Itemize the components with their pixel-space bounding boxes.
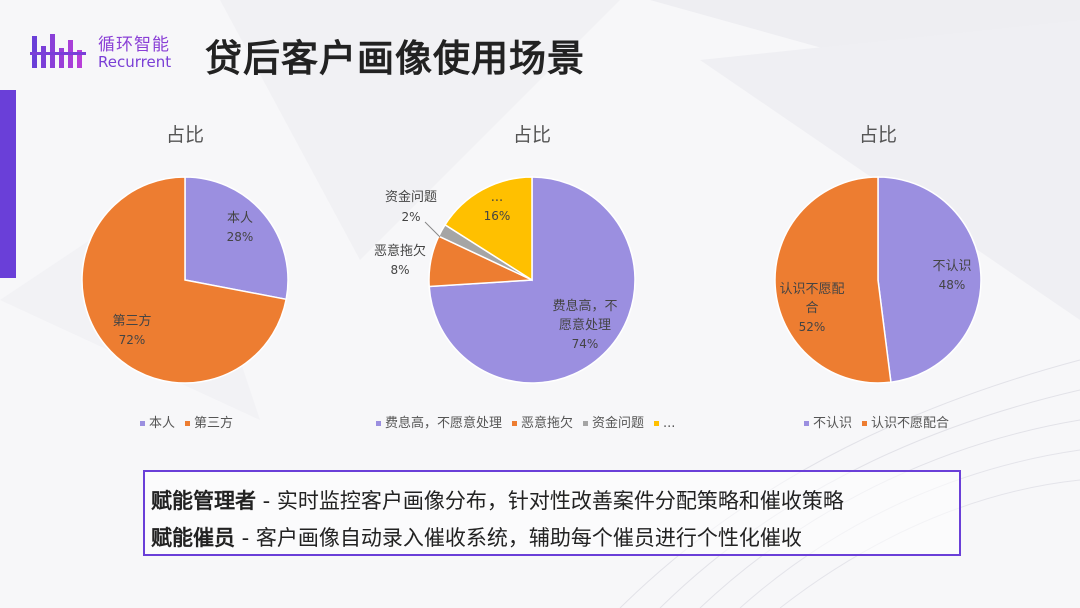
legend-label: 恶意拖欠: [521, 416, 574, 431]
legend-label: 本人: [149, 416, 176, 431]
legend-label: 第三方: [194, 416, 234, 431]
legend-swatch: [804, 421, 809, 426]
info-line-collector-text: - 客户画像自动录入催收系统，辅助每个催员进行个性化催收: [235, 526, 802, 550]
legend-item-2-1: 费息高，不愿意处理: [376, 412, 502, 431]
chart-1-title: 占比: [165, 124, 204, 146]
legend-swatch: [376, 421, 381, 426]
legend-label: 认识不愿配合: [871, 416, 950, 431]
recurrent-logo-icon: [30, 34, 86, 68]
info-line-collector-title: 赋能催员: [151, 526, 235, 550]
legend-item-1-2: 第三方: [185, 412, 233, 431]
legend-swatch: [654, 421, 660, 426]
legend-item-2-3: 资金问题: [583, 412, 644, 431]
legend-item-3-2: 认识不愿配合: [862, 412, 949, 431]
chart-2-title: 占比: [512, 124, 551, 146]
left-accent-bar: [0, 90, 16, 278]
logo-text-cn: 循环智能: [98, 35, 170, 55]
info-line-collector: 赋能催员 - 客户画像自动录入催收系统，辅助每个催员进行个性化催收: [151, 522, 802, 552]
legend-item-1-1: 本人: [140, 412, 175, 431]
legend-swatch: [140, 421, 145, 426]
info-line-manager: 赋能管理者 - 实时监控客户画像分布，针对性改善案件分配策略和催收策略: [151, 485, 844, 515]
info-box: 赋能管理者 - 实时监控客户画像分布，针对性改善案件分配策略和催收策略 赋能催员…: [143, 470, 961, 556]
legend-swatch: [512, 421, 518, 426]
legend-item-2-4: ...: [654, 416, 675, 431]
legend-label: ...: [663, 416, 676, 431]
chart-3-legend: 不认识 认识不愿配合: [804, 412, 959, 431]
legend-swatch: [862, 421, 868, 426]
chart-3-title: 占比: [858, 124, 897, 146]
legend-item-2-2: 恶意拖欠: [512, 412, 573, 431]
legend-swatch: [583, 421, 589, 426]
info-line-manager-title: 赋能管理者: [151, 489, 256, 513]
legend-item-3-1: 不认识: [804, 412, 852, 431]
logo-text-en: Recurrent: [98, 53, 172, 71]
info-line-manager-text: - 实时监控客户画像分布，针对性改善案件分配策略和催收策略: [256, 489, 844, 513]
chart-2-legend: 费息高，不愿意处理 恶意拖欠 资金问题...: [376, 412, 685, 431]
chart-1-legend: 本人 第三方: [140, 412, 243, 431]
page-title: 贷后客户画像使用场景: [205, 37, 585, 80]
legend-swatch: [185, 421, 191, 426]
legend-label: 不认识: [813, 416, 853, 431]
legend-label: 资金问题: [592, 416, 645, 431]
legend-label: 费息高，不愿意处理: [385, 416, 503, 431]
